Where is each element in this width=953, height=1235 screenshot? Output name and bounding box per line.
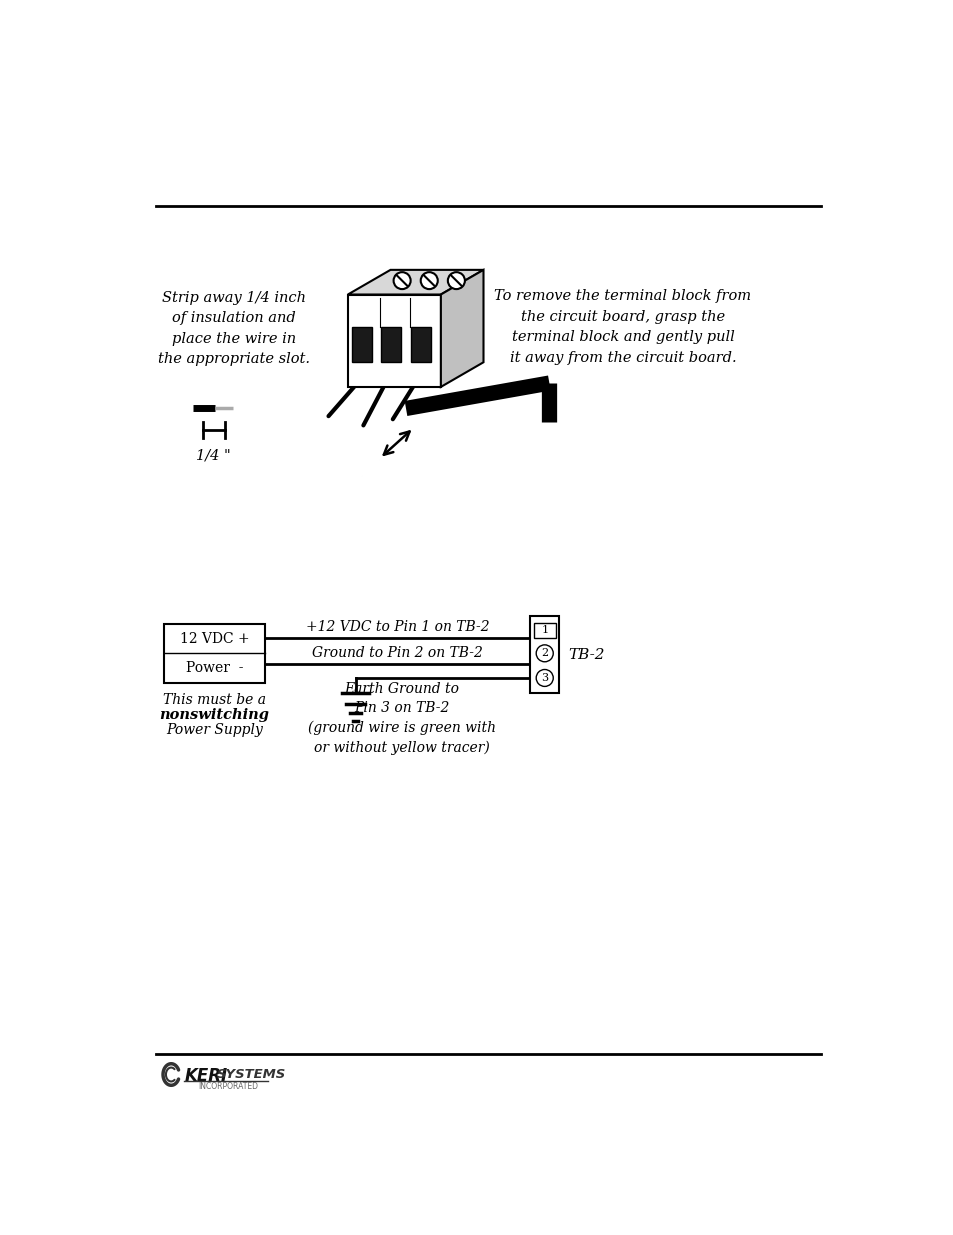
Text: Power  -: Power - (186, 661, 243, 676)
Text: 1/4 ": 1/4 " (196, 448, 231, 462)
Bar (530, 616, 558, 693)
Text: 1: 1 (540, 625, 548, 635)
Text: To remove the terminal block from
the circuit board, grasp the
terminal block an: To remove the terminal block from the ci… (494, 289, 751, 364)
Text: KERI: KERI (184, 1067, 227, 1086)
Text: This must be a: This must be a (163, 693, 266, 708)
Circle shape (447, 272, 464, 289)
Circle shape (394, 272, 410, 289)
Text: SYSTEMS: SYSTEMS (216, 1068, 286, 1081)
Bar (534, 622, 555, 638)
Text: 3: 3 (540, 673, 548, 683)
Text: Strip away 1/4 inch
of insulation and
place the wire in
the appropriate slot.: Strip away 1/4 inch of insulation and pl… (158, 290, 310, 367)
Polygon shape (440, 270, 483, 387)
Text: Ground to Pin 2 on TB-2: Ground to Pin 2 on TB-2 (312, 646, 482, 661)
Polygon shape (348, 270, 483, 294)
Polygon shape (348, 294, 440, 387)
Text: +12 VDC to Pin 1 on TB-2: +12 VDC to Pin 1 on TB-2 (305, 620, 489, 634)
Text: Earth Ground to
Pin 3 on TB-2
(ground wire is green with
or without yellow trace: Earth Ground to Pin 3 on TB-2 (ground wi… (308, 682, 496, 756)
Text: Power Supply: Power Supply (166, 724, 263, 737)
Bar (164, 624, 265, 683)
Text: TB-2: TB-2 (568, 648, 604, 662)
Circle shape (536, 669, 553, 687)
Text: INCORPORATED: INCORPORATED (198, 1082, 258, 1091)
Text: 2: 2 (540, 648, 548, 658)
Polygon shape (381, 327, 401, 362)
Circle shape (420, 272, 437, 289)
Polygon shape (410, 327, 431, 362)
Polygon shape (352, 327, 372, 362)
Text: 12 VDC +: 12 VDC + (179, 631, 249, 646)
Text: nonswitching: nonswitching (159, 708, 270, 722)
Circle shape (536, 645, 553, 662)
